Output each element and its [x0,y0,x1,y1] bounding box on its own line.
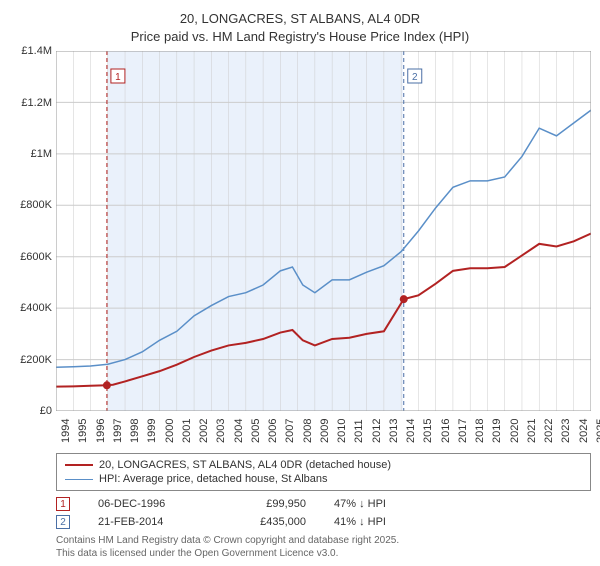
x-tick-label: 2025 [595,419,600,443]
y-tick-label: £600K [20,251,52,263]
x-tick-label: 2009 [319,419,331,443]
marker-id-box: 2 [56,515,70,529]
legend-label: HPI: Average price, detached house, St A… [99,473,328,485]
x-tick-label: 2023 [560,419,572,443]
x-tick-label: 2004 [233,419,245,443]
plot-svg: 12 [56,51,591,411]
marker-row: 2 21-FEB-2014 £435,000 41% ↓ HPI [56,513,591,531]
marker-table: 1 06-DEC-1996 £99,950 47% ↓ HPI 2 21-FEB-2014… [56,495,591,531]
x-tick-label: 2015 [422,419,434,443]
x-tick-label: 2002 [198,419,210,443]
x-tick-label: 1994 [60,419,72,443]
x-tick-label: 2008 [302,419,314,443]
x-tick-label: 2000 [164,419,176,443]
x-tick-label: 2012 [371,419,383,443]
marker-pct: 41% ↓ HPI [334,516,434,528]
y-tick-label: £200K [20,354,52,366]
x-tick-label: 2019 [491,419,503,443]
chart-title: 20, LONGACRES, ST ALBANS, AL4 0DR Price … [12,10,588,45]
marker-price: £99,950 [226,498,306,510]
x-tick-label: 1997 [112,419,124,443]
y-tick-label: £1M [31,148,52,160]
legend: 20, LONGACRES, ST ALBANS, AL4 0DR (detac… [56,453,591,491]
marker-row: 1 06-DEC-1996 £99,950 47% ↓ HPI [56,495,591,513]
x-tick-label: 2003 [215,419,227,443]
x-tick-label: 2021 [526,419,538,443]
marker-date: 06-DEC-1996 [98,498,198,510]
y-axis-labels: £0£200K£400K£600K£800K£1M£1.2M£1.4M [12,51,54,411]
y-tick-label: £400K [20,302,52,314]
x-tick-label: 2011 [353,419,365,443]
x-tick-label: 1998 [129,419,141,443]
footer: Contains HM Land Registry data © Crown c… [56,535,588,560]
legend-row: HPI: Average price, detached house, St A… [65,472,582,486]
y-tick-label: £800K [20,199,52,211]
y-tick-label: £1.4M [21,45,52,57]
marker-date: 21-FEB-2014 [98,516,198,528]
x-tick-label: 2024 [578,419,590,443]
legend-label: 20, LONGACRES, ST ALBANS, AL4 0DR (detac… [99,459,391,471]
x-tick-label: 2017 [457,419,469,443]
title-line-1: 20, LONGACRES, ST ALBANS, AL4 0DR [12,10,588,28]
legend-swatch [65,479,93,480]
marker-pct: 47% ↓ HPI [334,498,434,510]
svg-text:1: 1 [115,72,121,83]
marker-id-box: 1 [56,497,70,511]
x-tick-label: 2013 [388,419,400,443]
title-line-2: Price paid vs. HM Land Registry's House … [12,28,588,46]
y-tick-label: £1.2M [21,97,52,109]
x-tick-label: 2006 [267,419,279,443]
legend-row: 20, LONGACRES, ST ALBANS, AL4 0DR (detac… [65,458,582,472]
legend-swatch [65,464,93,466]
x-tick-label: 2014 [405,419,417,443]
plot-area: £0£200K£400K£600K£800K£1M£1.2M£1.4M 12 [56,51,591,411]
x-tick-label: 2016 [440,419,452,443]
x-axis-labels: 1994 1995 1996 1997 1998 1999 2000 2001 2002 2003… [56,411,591,449]
svg-text:2: 2 [412,72,418,83]
x-tick-label: 2020 [509,419,521,443]
x-tick-label: 2022 [543,419,555,443]
footer-line-1: Contains HM Land Registry data © Crown c… [56,535,588,548]
x-tick-label: 2010 [336,419,348,443]
x-tick-label: 2005 [250,419,262,443]
marker-price: £435,000 [226,516,306,528]
x-tick-label: 1995 [77,419,89,443]
y-tick-label: £0 [40,405,52,417]
x-tick-label: 2018 [474,419,486,443]
footer-line-2: This data is licensed under the Open Gov… [56,548,588,561]
x-tick-label: 1996 [95,419,107,443]
x-tick-label: 2001 [181,419,193,443]
x-tick-label: 2007 [284,419,296,443]
x-tick-label: 1999 [146,419,158,443]
chart-container: 20, LONGACRES, ST ALBANS, AL4 0DR Price … [0,0,600,566]
